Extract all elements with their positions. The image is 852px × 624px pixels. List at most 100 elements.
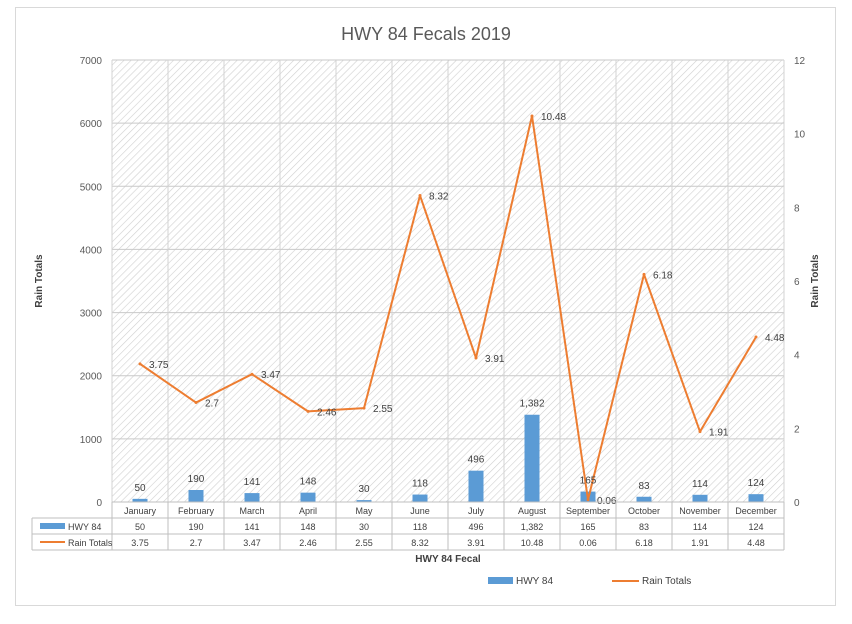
line-data-label: 2.55 <box>373 404 393 415</box>
y-tick-label: 3000 <box>80 309 103 320</box>
bar-hwy84 <box>300 492 316 502</box>
line-point-rain <box>586 498 590 502</box>
table-cell-rain: 6.18 <box>635 538 653 548</box>
y-tick-label: 6000 <box>80 119 103 130</box>
bar-data-label: 118 <box>412 479 428 490</box>
table-row-header-rain: Rain Totals <box>68 538 113 548</box>
table-row-header-hwy84: HWY 84 <box>68 522 101 532</box>
category-label: August <box>518 506 547 516</box>
bar-data-label: 1,382 <box>519 399 544 410</box>
line-data-label: 0.06 <box>597 496 617 507</box>
line-data-label: 1.91 <box>709 428 729 439</box>
table-cell-hwy84: 1,382 <box>521 522 544 532</box>
bar-hwy84 <box>468 470 484 502</box>
bar-data-label: 496 <box>468 455 485 466</box>
category-label: May <box>355 506 373 516</box>
table-cell-hwy84: 124 <box>748 522 763 532</box>
table-cell-rain: 3.75 <box>131 538 149 548</box>
table-cell-hwy84: 50 <box>135 522 145 532</box>
bar-hwy84 <box>244 493 260 502</box>
legend-label-rain: Rain Totals <box>642 576 691 587</box>
y2-tick-label: 2 <box>794 424 800 435</box>
bar-hwy84 <box>524 414 540 502</box>
line-data-label: 3.75 <box>149 360 169 371</box>
table-cell-hwy84: 496 <box>468 522 483 532</box>
line-rain-totals <box>139 114 757 501</box>
line-data-label: 3.47 <box>261 370 281 381</box>
table-cell-hwy84: 148 <box>300 522 315 532</box>
line-point-rain <box>306 409 310 413</box>
y2-tick-label: 12 <box>794 56 806 67</box>
category-label: November <box>679 506 721 516</box>
table-cell-rain: 2.7 <box>190 538 203 548</box>
bar-hwy84 <box>132 498 148 502</box>
y2-axis-title: Rain Totals <box>810 254 821 308</box>
line-data-label: 4.48 <box>765 333 785 344</box>
bar-data-label: 83 <box>638 481 650 492</box>
table-cell-rain: 3.91 <box>467 538 485 548</box>
y-tick-label: 2000 <box>80 372 103 383</box>
line-point-rain <box>530 114 534 118</box>
table-cell-hwy84: 114 <box>693 522 707 532</box>
bar-hwy84 <box>412 494 428 502</box>
table-cell-hwy84: 165 <box>580 522 595 532</box>
y-axis-title: Rain Totals <box>34 254 45 308</box>
table-cell-rain: 10.48 <box>521 538 544 548</box>
table-cell-hwy84: 190 <box>188 522 203 532</box>
category-label: March <box>239 506 264 516</box>
x-axis-title: HWY 84 Fecal <box>415 554 481 565</box>
category-label: February <box>178 506 215 516</box>
legend-label-hwy84: HWY 84 <box>516 576 553 587</box>
bar-data-label: 124 <box>748 478 765 489</box>
y-tick-label: 1000 <box>80 435 103 446</box>
category-label: December <box>735 506 777 516</box>
category-label: July <box>468 506 485 516</box>
y2-tick-label: 8 <box>794 203 800 214</box>
y-tick-label: 0 <box>96 498 102 509</box>
bar-hwy84 <box>188 490 204 502</box>
line-point-rain <box>754 335 758 339</box>
line-point-rain <box>474 356 478 360</box>
bar-data-label: 114 <box>692 479 708 490</box>
table-cell-rain: 2.55 <box>355 538 373 548</box>
line-point-rain <box>138 362 142 366</box>
line-point-rain <box>194 401 198 405</box>
table-cell-hwy84: 83 <box>639 522 649 532</box>
category-label: September <box>566 506 610 516</box>
line-point-rain <box>250 372 254 376</box>
table-cell-rain: 2.46 <box>299 538 317 548</box>
table-cell-rain: 8.32 <box>411 538 429 548</box>
bar-hwy84 <box>748 494 764 502</box>
bar-data-label: 30 <box>358 484 370 495</box>
bar-hwy84 <box>356 500 372 502</box>
bar-hwy84 <box>692 494 708 502</box>
category-label: October <box>628 506 660 516</box>
line-data-label: 3.91 <box>485 354 505 365</box>
line-point-rain <box>418 194 422 198</box>
y-tick-label: 5000 <box>80 182 103 193</box>
y2-tick-label: 6 <box>794 277 800 288</box>
bar-data-label: 190 <box>188 474 205 485</box>
line-point-rain <box>362 406 366 410</box>
line-data-label: 2.7 <box>205 399 219 410</box>
line-data-label: 6.18 <box>653 270 673 281</box>
y-tick-label: 7000 <box>80 56 103 67</box>
y2-tick-label: 4 <box>794 351 800 362</box>
table-key-hwy84 <box>40 523 65 529</box>
category-label: June <box>410 506 430 516</box>
line-point-rain <box>698 430 702 434</box>
category-label: April <box>299 506 317 516</box>
bar-data-label: 148 <box>300 477 317 488</box>
legend: HWY 84 Rain Totals <box>488 576 691 587</box>
table-cell-hwy84: 118 <box>413 522 427 532</box>
bar-data-label: 141 <box>244 477 261 488</box>
bar-data-label: 165 <box>580 476 597 487</box>
table-cell-rain: 4.48 <box>747 538 765 548</box>
table-cell-hwy84: 141 <box>244 522 259 532</box>
bar-hwy84 <box>636 496 652 502</box>
table-cell-rain: 0.06 <box>579 538 597 548</box>
line-data-label: 8.32 <box>429 192 449 203</box>
table-cell-hwy84: 30 <box>359 522 369 532</box>
y-tick-label: 4000 <box>80 245 103 256</box>
